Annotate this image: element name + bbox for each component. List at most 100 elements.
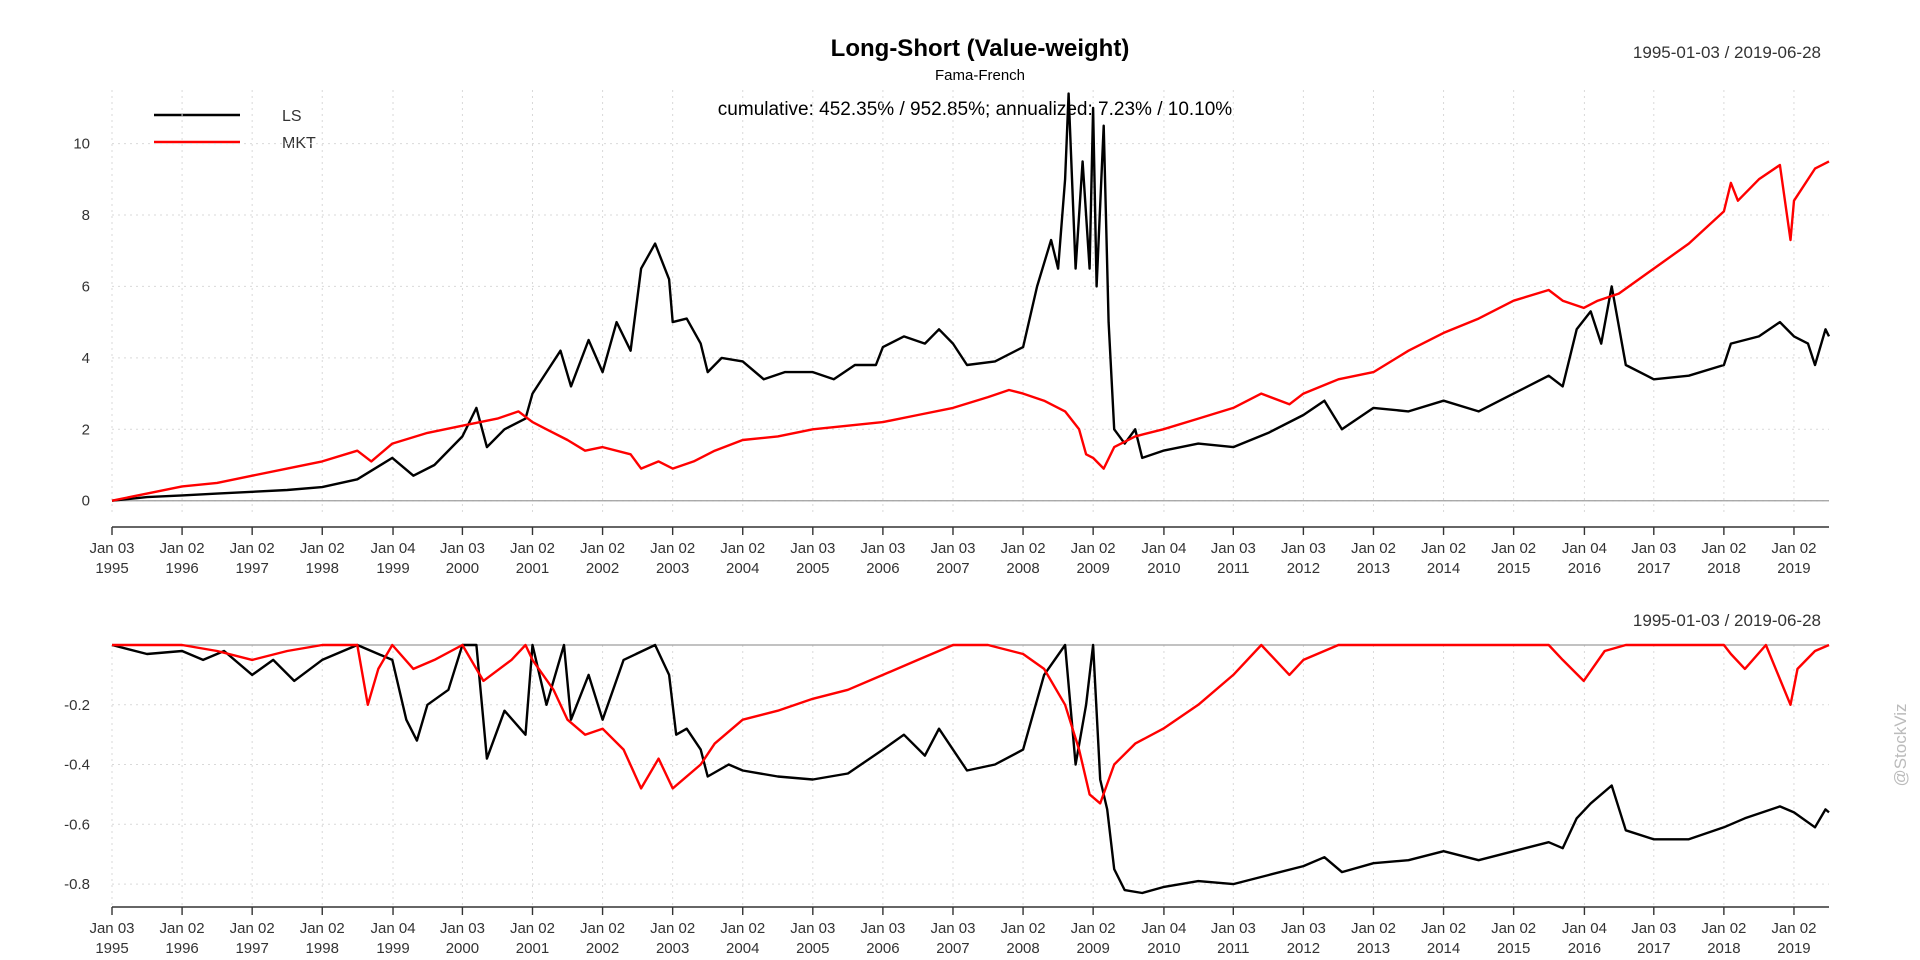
- x-tick-label-date: Jan 02: [1421, 540, 1466, 557]
- x-tick-label-date: Jan 04: [371, 540, 416, 557]
- x-tick-label-year: 2016: [1568, 940, 1601, 957]
- x-tick-label-date: Jan 04: [1562, 920, 1607, 937]
- bottom-y-axis: -0.2 -0.4 -0.6 -0.8: [64, 697, 90, 893]
- top-date-range: 1995-01-03 / 2019-06-28: [1633, 43, 1821, 62]
- y-tick-label: -0.6: [64, 816, 90, 833]
- x-tick-label-year: 2001: [516, 940, 549, 957]
- x-tick-label-date: Jan 03: [1631, 540, 1676, 557]
- x-tick-label-year: 2000: [446, 560, 479, 577]
- x-tick-label-year: 2010: [1147, 560, 1180, 577]
- x-tick-label-date: Jan 02: [1351, 540, 1396, 557]
- x-tick-label-year: 1999: [376, 560, 409, 577]
- x-tick-label-date: Jan 03: [89, 540, 134, 557]
- top-x-axis: Jan 03 1995 Jan 02 1996 Jan 02 1997 Jan 02 1998…: [89, 526, 1829, 577]
- x-tick-label-year: 2012: [1287, 560, 1320, 577]
- x-tick-label-year: 2002: [586, 560, 619, 577]
- x-tick-label-year: 2014: [1427, 560, 1460, 577]
- x-tick-label-date: Jan 02: [510, 920, 555, 937]
- x-tick-label-year: 2017: [1637, 560, 1670, 577]
- watermark: @StockViz: [1891, 703, 1910, 786]
- bottom-date-range: 1995-01-03 / 2019-06-28: [1633, 611, 1821, 630]
- x-tick-label-date: Jan 02: [580, 540, 625, 557]
- x-tick-label-date: Jan 02: [510, 540, 555, 557]
- x-tick-label-date: Jan 02: [230, 920, 275, 937]
- x-tick-label-date: Jan 02: [300, 920, 345, 937]
- x-tick-label-date: Jan 02: [230, 540, 275, 557]
- x-tick-label-date: Jan 03: [790, 540, 835, 557]
- x-tick-label-date: Jan 03: [1211, 920, 1256, 937]
- chart-title: Long-Short (Value-weight): [831, 35, 1130, 62]
- y-tick-label: 6: [82, 278, 90, 295]
- x-tick-label-year: 1997: [235, 560, 268, 577]
- x-tick-label-date: Jan 03: [1281, 920, 1326, 937]
- x-tick-label-year: 2007: [936, 940, 969, 957]
- x-tick-label-date: Jan 03: [1631, 920, 1676, 937]
- x-tick-label-date: Jan 02: [1771, 540, 1816, 557]
- x-tick-label-year: 2013: [1357, 940, 1390, 957]
- x-tick-label-year: 2018: [1707, 940, 1740, 957]
- x-tick-label-date: Jan 03: [860, 920, 905, 937]
- x-tick-label-year: 2015: [1497, 560, 1530, 577]
- x-tick-label-year: 2005: [796, 560, 829, 577]
- x-tick-label-date: Jan 02: [1701, 920, 1746, 937]
- x-tick-label-date: Jan 02: [1771, 920, 1816, 937]
- x-tick-label-year: 2003: [656, 940, 689, 957]
- x-tick-label-date: Jan 03: [1281, 540, 1326, 557]
- bottom-gridlines: [111, 644, 1829, 905]
- x-tick-label-date: Jan 02: [1491, 540, 1536, 557]
- x-tick-label-year: 1998: [306, 940, 339, 957]
- x-tick-label-year: 2013: [1357, 560, 1390, 577]
- x-tick-label-date: Jan 02: [300, 540, 345, 557]
- chart-subtitle: Fama-French: [935, 67, 1025, 84]
- x-tick-label-year: 2004: [726, 940, 759, 957]
- bottom-series-lines: [111, 643, 1830, 895]
- y-tick-label: 0: [82, 493, 90, 510]
- x-tick-label-year: 2011: [1217, 560, 1249, 577]
- x-tick-label-date: Jan 02: [160, 540, 205, 557]
- x-tick-label-year: 2008: [1006, 940, 1039, 957]
- summary-annotation: cumulative: 452.35% / 952.85%; annualize…: [718, 99, 1233, 120]
- x-tick-label-year: 2009: [1076, 940, 1109, 957]
- series-line-ls: [111, 92, 1831, 502]
- x-tick-label-date: Jan 02: [580, 920, 625, 937]
- x-tick-label-date: Jan 04: [1562, 540, 1607, 557]
- x-tick-label-year: 2012: [1287, 940, 1320, 957]
- x-tick-label-year: 2008: [1006, 560, 1039, 577]
- x-tick-label-date: Jan 03: [440, 540, 485, 557]
- x-tick-label-year: 2019: [1777, 940, 1810, 957]
- x-tick-label-date: Jan 04: [1141, 540, 1186, 557]
- x-tick-label-date: Jan 02: [160, 920, 205, 937]
- x-tick-label-date: Jan 02: [1071, 920, 1116, 937]
- x-tick-label-year: 2015: [1497, 940, 1530, 957]
- x-tick-label-year: 2018: [1707, 560, 1740, 577]
- x-tick-label-year: 2006: [866, 940, 899, 957]
- legend-label-ls: LS: [282, 108, 302, 125]
- x-tick-label-date: Jan 02: [650, 920, 695, 937]
- x-tick-label-year: 1996: [165, 940, 198, 957]
- x-tick-label-year: 2003: [656, 560, 689, 577]
- x-tick-label-year: 1998: [306, 560, 339, 577]
- x-tick-label-year: 1997: [235, 940, 268, 957]
- series-line-mkt: [112, 643, 1830, 805]
- x-tick-label-date: Jan 03: [930, 540, 975, 557]
- series-line-mkt: [111, 160, 1830, 502]
- x-tick-label-year: 2011: [1217, 940, 1249, 957]
- x-tick-label-date: Jan 02: [1351, 920, 1396, 937]
- x-tick-label-year: 2010: [1147, 940, 1180, 957]
- x-tick-label-year: 2004: [726, 560, 759, 577]
- x-tick-label-date: Jan 02: [1421, 920, 1466, 937]
- x-tick-label-date: Jan 04: [1141, 920, 1186, 937]
- x-tick-label-date: Jan 03: [860, 540, 905, 557]
- x-tick-label-date: Jan 03: [790, 920, 835, 937]
- y-tick-label: 2: [82, 421, 90, 438]
- x-tick-label-year: 2000: [446, 940, 479, 957]
- y-tick-label: 10: [73, 136, 90, 153]
- x-tick-label-date: Jan 02: [1491, 920, 1536, 937]
- x-tick-label-year: 1995: [95, 560, 128, 577]
- x-tick-label-date: Jan 02: [720, 540, 765, 557]
- x-tick-label-year: 2009: [1076, 560, 1109, 577]
- bottom-x-axis: Jan 03 1995 Jan 02 1996 Jan 02 1997 Jan 02 1998…: [89, 906, 1829, 957]
- x-tick-label-date: Jan 04: [371, 920, 416, 937]
